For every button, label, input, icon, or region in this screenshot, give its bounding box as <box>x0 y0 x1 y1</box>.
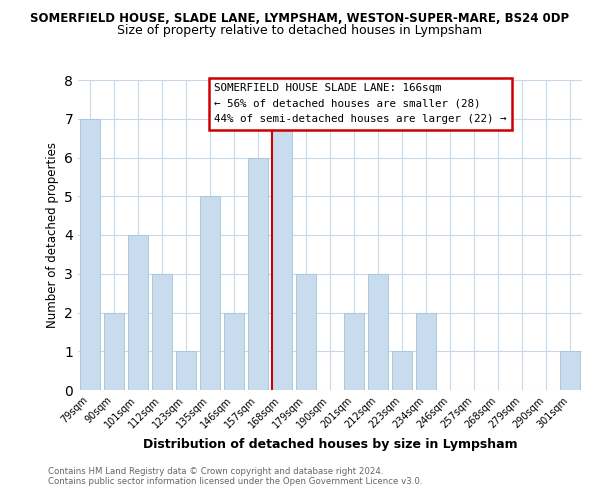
Text: SOMERFIELD HOUSE SLADE LANE: 166sqm
← 56% of detached houses are smaller (28)
44: SOMERFIELD HOUSE SLADE LANE: 166sqm ← 56… <box>214 83 506 124</box>
Bar <box>128 235 148 390</box>
Bar <box>104 312 124 390</box>
Bar <box>248 158 268 390</box>
Bar <box>176 351 196 390</box>
Text: SOMERFIELD HOUSE, SLADE LANE, LYMPSHAM, WESTON-SUPER-MARE, BS24 0DP: SOMERFIELD HOUSE, SLADE LANE, LYMPSHAM, … <box>31 12 569 26</box>
Text: Contains public sector information licensed under the Open Government Licence v3: Contains public sector information licen… <box>48 477 422 486</box>
Bar <box>416 312 436 390</box>
Bar <box>152 274 172 390</box>
Bar <box>272 118 292 390</box>
Text: Contains HM Land Registry data © Crown copyright and database right 2024.: Contains HM Land Registry data © Crown c… <box>48 467 383 476</box>
Bar <box>368 274 388 390</box>
Bar <box>344 312 364 390</box>
X-axis label: Distribution of detached houses by size in Lympsham: Distribution of detached houses by size … <box>143 438 517 451</box>
Y-axis label: Number of detached properties: Number of detached properties <box>46 142 59 328</box>
Bar <box>80 118 100 390</box>
Bar <box>224 312 244 390</box>
Text: Size of property relative to detached houses in Lympsham: Size of property relative to detached ho… <box>118 24 482 37</box>
Bar <box>200 196 220 390</box>
Bar <box>296 274 316 390</box>
Bar <box>392 351 412 390</box>
Bar <box>560 351 580 390</box>
